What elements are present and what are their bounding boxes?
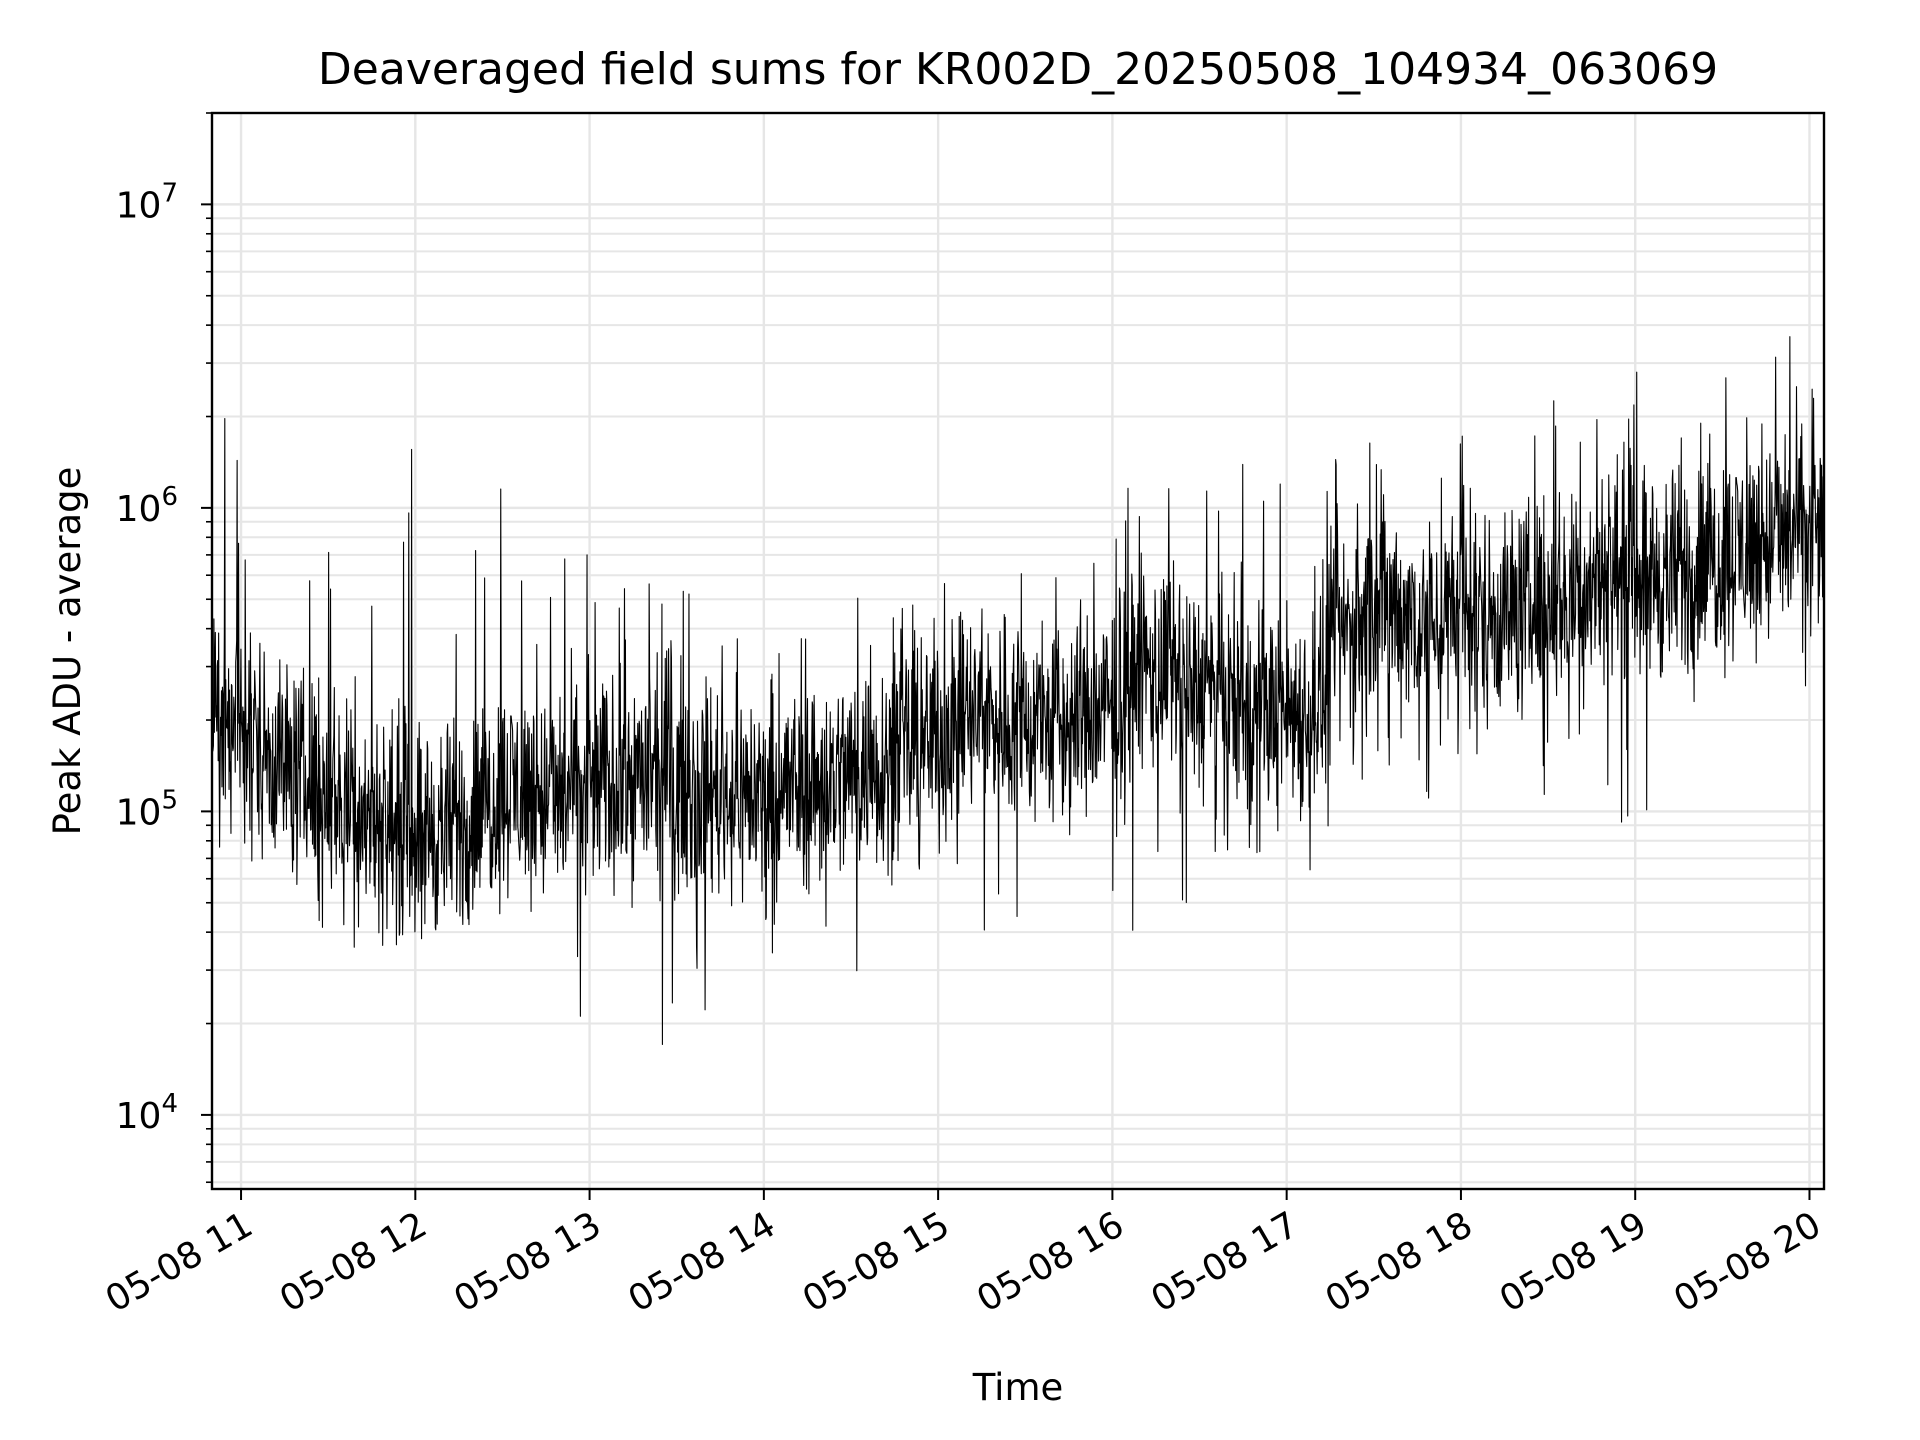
y-tick-exponent: 4 xyxy=(161,1089,178,1119)
y-tick-base: 10 xyxy=(116,1096,162,1137)
x-axis-label: Time xyxy=(972,1366,1064,1409)
y-tick-exponent: 6 xyxy=(161,482,178,512)
y-axis-label: Peak ADU - average xyxy=(46,467,89,836)
y-tick-base: 10 xyxy=(116,489,162,530)
y-tick-base: 10 xyxy=(116,185,162,226)
y-tick-exponent: 7 xyxy=(161,178,178,208)
series-line xyxy=(211,336,1825,1046)
y-tick-label: 105 xyxy=(116,785,178,833)
y-tick-label: 104 xyxy=(116,1089,178,1137)
chart-title: Deaveraged field sums for KR002D_2025050… xyxy=(318,44,1718,95)
plot-frame xyxy=(210,111,1826,1191)
y-tick-base: 10 xyxy=(116,792,162,833)
y-tick-label: 107 xyxy=(116,178,178,226)
y-tick-exponent: 5 xyxy=(161,785,178,815)
y-tick-label: 106 xyxy=(116,482,178,530)
series-group xyxy=(211,336,1825,1046)
